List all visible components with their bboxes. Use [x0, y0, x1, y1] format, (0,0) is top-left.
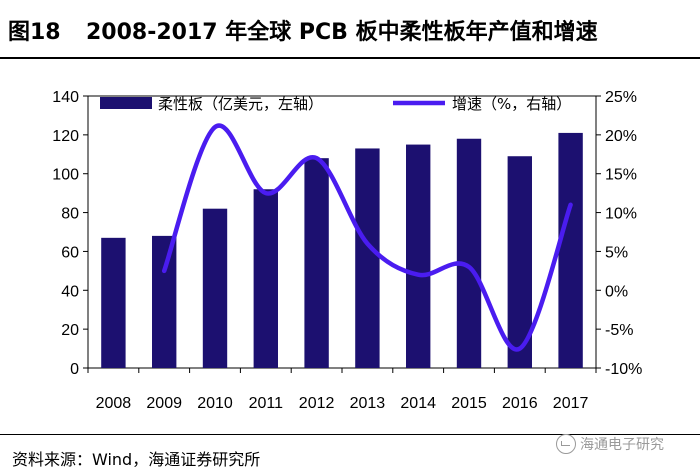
- wechat-icon: [556, 434, 576, 454]
- bar-flexible-board-2011: [253, 189, 278, 368]
- left-axis-tick-label: 120: [52, 128, 79, 145]
- left-axis-tick-label: 80: [61, 206, 79, 223]
- bar-flexible-board-2010: [202, 208, 228, 368]
- figure-label: 图18: [8, 20, 61, 45]
- x-axis-tick-label: 2008: [96, 395, 132, 412]
- x-axis-tick-label: 2015: [451, 395, 487, 412]
- x-axis-tick-label: 2014: [400, 395, 436, 412]
- x-axis-tick-label: 2017: [553, 395, 589, 412]
- source-note: 资料来源：Wind，海通证券研究所: [12, 450, 261, 469]
- bar-flexible-board-2016: [507, 156, 532, 368]
- right-axis-tick-label: 20%: [605, 128, 637, 145]
- title-divider: [0, 57, 700, 59]
- figure-title-bar: 图18 2008-2017 年全球 PCB 板中柔性板年产值和增速: [0, 0, 700, 60]
- right-axis-tick-label: -5%: [605, 322, 633, 339]
- figure-title: 2008-2017 年全球 PCB 板中柔性板年产值和增速: [86, 20, 598, 45]
- line-growth-rate: [161, 123, 573, 352]
- legend-label-bar: 柔性板（亿美元，左轴）: [158, 95, 323, 113]
- x-axis-tick-label: 2013: [350, 395, 386, 412]
- bar-flexible-board-2015: [456, 138, 482, 368]
- left-axis-tick-label: 100: [52, 167, 79, 184]
- bar-flexible-board-2017: [558, 132, 583, 368]
- x-axis-tick-label: 2012: [299, 395, 335, 412]
- left-axis-tick-label: 0: [70, 361, 79, 378]
- right-axis-tick-label: 25%: [605, 89, 637, 106]
- bar-flexible-board-2013: [355, 148, 380, 368]
- right-axis-tick-label: 0%: [605, 283, 628, 300]
- right-axis-tick-label: 15%: [605, 167, 637, 184]
- right-axis-tick-label: 5%: [605, 244, 628, 261]
- watermark: 海通电子研究: [556, 434, 664, 454]
- x-axis-tick-label: 2009: [146, 395, 182, 412]
- legend-swatch-bar: [100, 97, 152, 109]
- bar-flexible-board-2008: [101, 237, 126, 368]
- footer-divider: [0, 434, 700, 435]
- x-axis-tick-label: 2016: [502, 395, 538, 412]
- left-axis-tick-label: 140: [52, 89, 79, 106]
- x-axis-tick-label: 2011: [249, 395, 284, 412]
- x-axis-tick-label: 2010: [197, 395, 233, 412]
- right-axis-tick-label: 10%: [605, 206, 637, 223]
- bar-flexible-board-2009: [152, 235, 177, 368]
- bar-flexible-board-2012: [304, 158, 329, 368]
- left-axis-tick-label: 60: [61, 244, 79, 261]
- left-axis-tick-label: 40: [61, 283, 79, 300]
- left-axis-tick-label: 20: [61, 322, 79, 339]
- bar-flexible-board-2014: [406, 144, 431, 368]
- watermark-text: 海通电子研究: [580, 437, 664, 453]
- right-axis-tick-label: -10%: [605, 361, 642, 378]
- legend-label-line: 增速（%，右轴）: [452, 95, 571, 113]
